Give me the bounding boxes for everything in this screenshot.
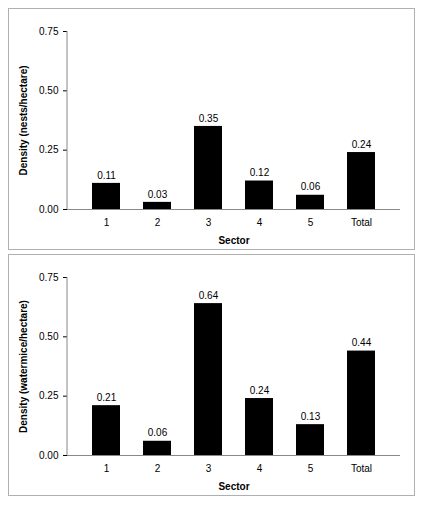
svg-text:0.21: 0.21 <box>97 392 117 403</box>
svg-text:5: 5 <box>308 217 314 228</box>
svg-text:0.50: 0.50 <box>39 331 59 342</box>
svg-text:0.24: 0.24 <box>250 385 270 396</box>
svg-text:Total: Total <box>351 217 372 228</box>
svg-text:2: 2 <box>155 217 161 228</box>
svg-text:0.00: 0.00 <box>39 204 59 215</box>
svg-text:Sector: Sector <box>218 235 249 246</box>
svg-text:4: 4 <box>257 217 263 228</box>
svg-text:0.06: 0.06 <box>301 181 321 192</box>
svg-text:3: 3 <box>206 463 212 474</box>
svg-text:Sector: Sector <box>218 481 249 492</box>
svg-text:0.25: 0.25 <box>39 390 59 401</box>
svg-text:Density (nests/hectare): Density (nests/hectare) <box>18 65 29 175</box>
svg-text:0.00: 0.00 <box>39 450 59 461</box>
svg-text:1: 1 <box>104 217 110 228</box>
svg-text:0.13: 0.13 <box>301 411 321 422</box>
svg-text:3: 3 <box>206 217 212 228</box>
svg-text:0.12: 0.12 <box>250 167 270 178</box>
svg-text:2: 2 <box>155 463 161 474</box>
svg-text:Total: Total <box>351 463 372 474</box>
svg-text:0.50: 0.50 <box>39 85 59 96</box>
svg-text:0.44: 0.44 <box>352 337 372 348</box>
svg-text:1: 1 <box>104 463 110 474</box>
svg-text:5: 5 <box>308 463 314 474</box>
svg-text:0.11: 0.11 <box>97 170 116 181</box>
svg-text:0.24: 0.24 <box>352 139 372 150</box>
svg-text:0.75: 0.75 <box>39 272 59 283</box>
svg-text:0.75: 0.75 <box>39 26 59 37</box>
svg-text:Density (watermice/hectare): Density (watermice/hectare) <box>18 300 29 433</box>
svg-text:0.25: 0.25 <box>39 144 59 155</box>
svg-text:0.03: 0.03 <box>148 189 168 200</box>
svg-text:0.06: 0.06 <box>148 427 168 438</box>
svg-text:0.64: 0.64 <box>199 290 219 301</box>
svg-text:4: 4 <box>257 463 263 474</box>
svg-text:0.35: 0.35 <box>199 113 219 124</box>
